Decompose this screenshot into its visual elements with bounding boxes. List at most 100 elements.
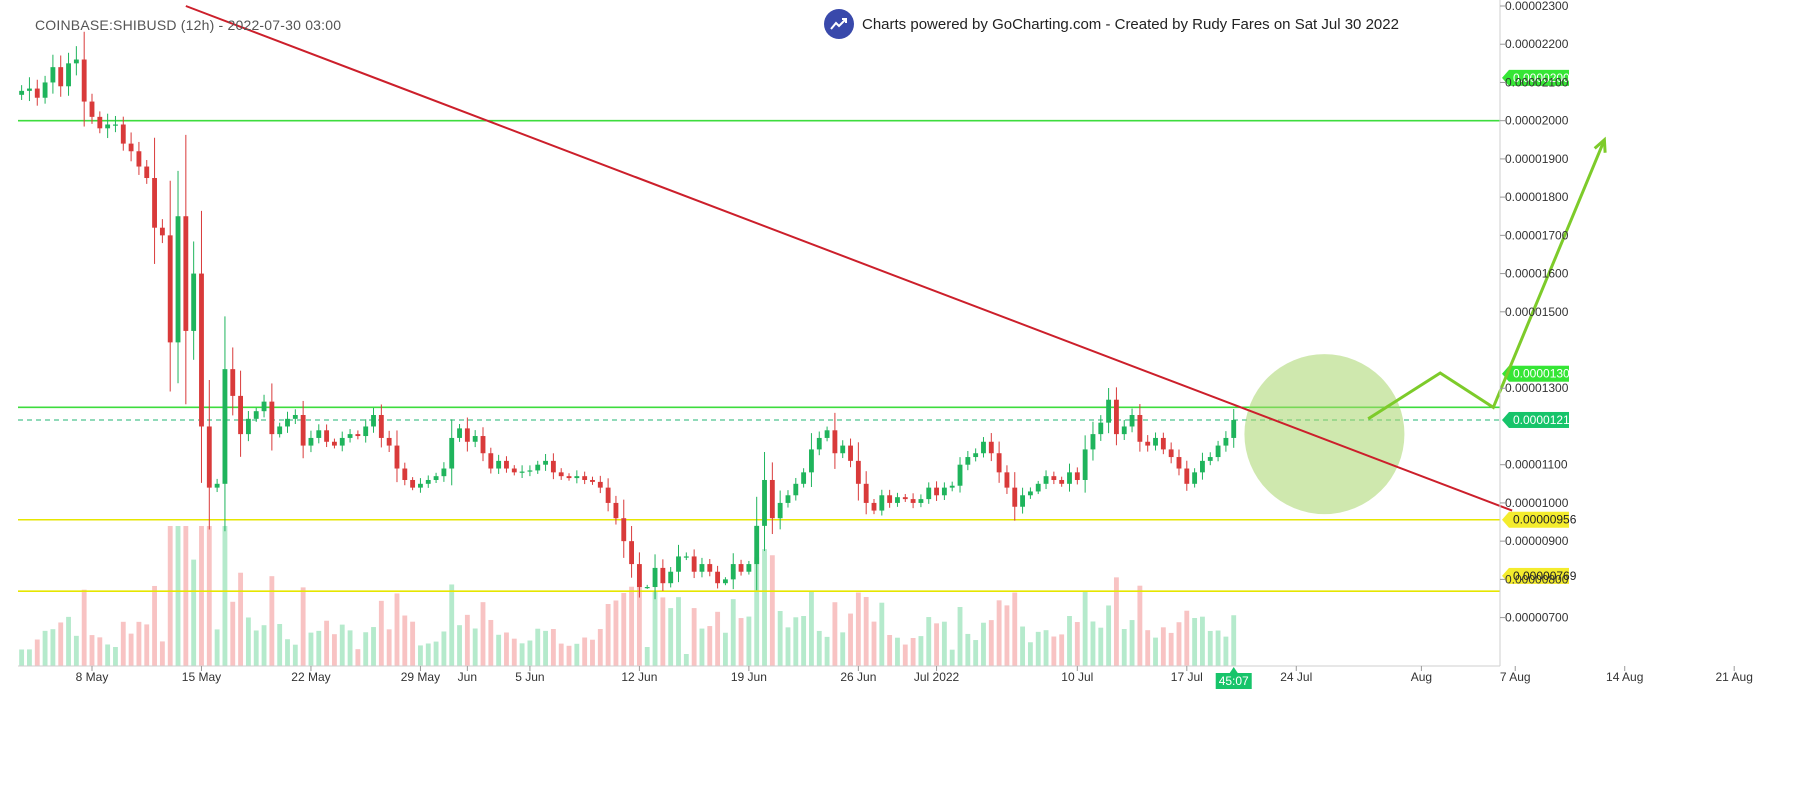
- volume-bar: [1074, 622, 1080, 666]
- candle: [1145, 435, 1151, 452]
- volume-bar: [1215, 630, 1221, 666]
- candle: [699, 557, 705, 578]
- volume-bar: [1090, 621, 1096, 666]
- volume-bar: [644, 647, 650, 666]
- highlight-circle: [1244, 354, 1405, 515]
- candle: [769, 462, 775, 535]
- volume-bar: [707, 626, 713, 666]
- candle: [777, 490, 783, 530]
- candle-body: [34, 88, 40, 98]
- candle-body: [605, 487, 611, 503]
- price-tag-resistance-1300: 0.00001300: [1502, 365, 1577, 382]
- volume-bar: [1145, 630, 1151, 666]
- candle: [331, 438, 337, 449]
- price-tag-box: [1509, 69, 1569, 86]
- volume-bar: [926, 617, 932, 666]
- candle-body: [308, 437, 314, 446]
- volume-bar: [730, 599, 736, 666]
- volume-bar: [511, 638, 517, 666]
- countdown-badge: 45:07: [1215, 667, 1252, 689]
- candle: [449, 419, 455, 486]
- volume-bar: [488, 619, 494, 666]
- candle-body: [363, 426, 369, 437]
- candle-body: [1176, 457, 1182, 469]
- candle: [1004, 465, 1010, 494]
- x-tick-label: 10 Jul: [1061, 670, 1093, 684]
- candle: [863, 471, 869, 515]
- candle: [965, 450, 971, 471]
- volume-bar: [1121, 629, 1127, 666]
- volume-bar: [683, 654, 689, 666]
- price-tag-pointer: [1502, 567, 1509, 584]
- candle-body: [42, 82, 48, 98]
- volume-bar: [222, 526, 228, 666]
- candle: [261, 394, 267, 418]
- x-tick-label: 5 Jun: [515, 670, 544, 684]
- candle-body: [550, 460, 556, 473]
- candle: [832, 412, 838, 469]
- volume-bar: [136, 621, 142, 666]
- candle: [785, 490, 791, 508]
- candle-body: [1160, 437, 1166, 450]
- volume-bar: [183, 526, 189, 666]
- volume-bar: [871, 621, 877, 666]
- candle-body: [230, 369, 236, 396]
- candle-body: [269, 401, 275, 435]
- trend-arrow-icon: [824, 9, 854, 39]
- candle: [425, 475, 431, 488]
- candle-body: [746, 564, 752, 572]
- candle: [269, 383, 275, 451]
- volume-bar: [621, 593, 627, 666]
- candle-body: [331, 441, 337, 446]
- volume-bar: [1137, 585, 1143, 666]
- candle: [402, 462, 408, 486]
- candle-body: [1012, 487, 1018, 507]
- candle: [339, 431, 345, 452]
- candle: [277, 422, 283, 438]
- countdown-pointer: [1229, 667, 1238, 673]
- volume-bar: [699, 628, 705, 666]
- volume-bar: [597, 629, 603, 666]
- candle-body: [1113, 399, 1119, 435]
- candle-body: [957, 464, 963, 486]
- x-tick-label: 21 Aug: [1716, 670, 1753, 684]
- volume-bar: [113, 647, 118, 666]
- volume-bar: [1231, 615, 1237, 666]
- volume-bar: [331, 634, 337, 666]
- candle-body: [840, 445, 846, 454]
- volume-bar: [175, 526, 181, 666]
- volume-bar: [144, 624, 150, 666]
- candle: [1184, 460, 1190, 491]
- candle-body: [597, 481, 603, 488]
- candle: [1082, 435, 1088, 493]
- candle-body: [480, 436, 486, 454]
- price-tag-text: 0.00001300: [1513, 367, 1577, 381]
- volume-bar: [504, 632, 509, 666]
- candle: [879, 489, 885, 516]
- candle-body: [105, 124, 111, 129]
- volume-bar: [58, 622, 64, 666]
- candle-body: [613, 502, 619, 519]
- volume-bar: [738, 618, 744, 666]
- volume-bar: [1184, 610, 1190, 666]
- candle: [1137, 404, 1143, 452]
- candle: [144, 160, 150, 184]
- candle: [308, 430, 314, 453]
- y-tick-label: 0.00001600: [1505, 267, 1569, 281]
- volume-bar: [629, 586, 635, 666]
- candle-body: [738, 564, 744, 572]
- candle-body: [27, 88, 32, 91]
- candle: [1160, 432, 1166, 455]
- candle-body: [66, 63, 71, 87]
- candle: [629, 526, 635, 578]
- volume-bar: [902, 644, 908, 666]
- candle-body: [629, 541, 635, 565]
- candle: [1074, 467, 1080, 485]
- candle-body: [238, 395, 244, 435]
- volume-bar: [793, 617, 799, 666]
- x-tick-label: 14 Aug: [1606, 670, 1643, 684]
- candle: [1020, 487, 1026, 514]
- volume-bar: [887, 635, 893, 666]
- volume-bar: [965, 633, 971, 666]
